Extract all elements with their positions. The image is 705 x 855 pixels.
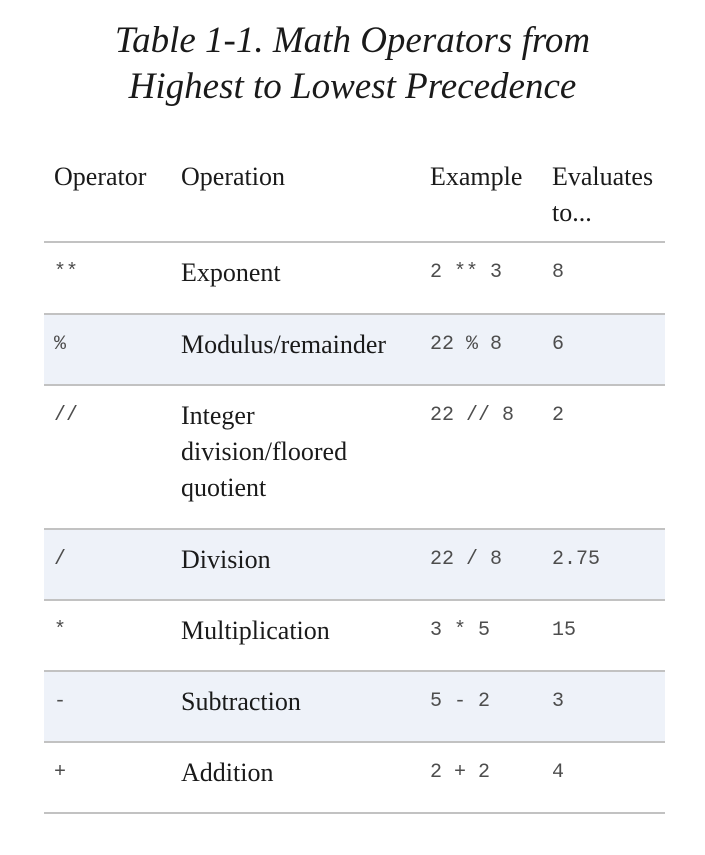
result-cell: 15: [542, 600, 665, 672]
example-cell: 22 % 8: [420, 314, 542, 386]
example-cell: 22 / 8: [420, 529, 542, 601]
operation-cell: Subtraction: [171, 671, 420, 743]
header-evaluates-to: Evaluates to...: [542, 155, 665, 243]
operator-cell: -: [44, 671, 171, 743]
operation-cell: Exponent: [171, 242, 420, 315]
operation-cell: Multiplication: [171, 600, 420, 672]
header-row: Operator Operation Example Evaluates to.…: [44, 155, 665, 243]
result-cell: 2.75: [542, 529, 665, 601]
operator-cell: %: [44, 314, 171, 386]
operator-cell: //: [44, 385, 171, 530]
operation-cell: Division: [171, 529, 420, 601]
operator-cell: *: [44, 600, 171, 672]
operator-cell: /: [44, 529, 171, 601]
example-cell: 2 ** 3: [420, 242, 542, 315]
header-operation: Operation: [171, 155, 420, 243]
operator-cell: +: [44, 742, 171, 814]
result-cell: 2: [542, 385, 665, 530]
example-cell: 3 * 5: [420, 600, 542, 672]
caption-line-1: Table 1-1. Math Operators from: [114, 20, 591, 61]
operator-cell: **: [44, 242, 171, 315]
result-cell: 4: [542, 742, 665, 814]
example-cell: 2 + 2: [420, 742, 542, 814]
table-row: + Addition 2 + 2 4: [44, 742, 665, 814]
result-cell: 6: [542, 314, 665, 386]
table-row: / Division 22 / 8 2.75: [44, 529, 665, 601]
table-row: - Subtraction 5 - 2 3: [44, 671, 665, 743]
table-row: % Modulus/remainder 22 % 8 6: [44, 314, 665, 386]
table-row: ** Exponent 2 ** 3 8: [44, 242, 665, 315]
example-cell: 5 - 2: [420, 671, 542, 743]
table-row: * Multiplication 3 * 5 15: [44, 600, 665, 672]
table-caption: Table 1-1. Math Operators from Highest t…: [0, 18, 705, 110]
caption-line-2: Highest to Lowest Precedence: [128, 66, 577, 107]
operation-cell: Integer division/floored quotient: [171, 385, 420, 530]
operation-cell: Modulus/remainder: [171, 314, 420, 386]
header-example: Example: [420, 155, 542, 243]
result-cell: 8: [542, 242, 665, 315]
math-operators-table: Operator Operation Example Evaluates to.…: [44, 155, 665, 814]
header-operator: Operator: [44, 155, 171, 243]
result-cell: 3: [542, 671, 665, 743]
table-row: // Integer division/floored quotient 22 …: [44, 385, 665, 530]
operation-cell: Addition: [171, 742, 420, 814]
example-cell: 22 // 8: [420, 385, 542, 530]
